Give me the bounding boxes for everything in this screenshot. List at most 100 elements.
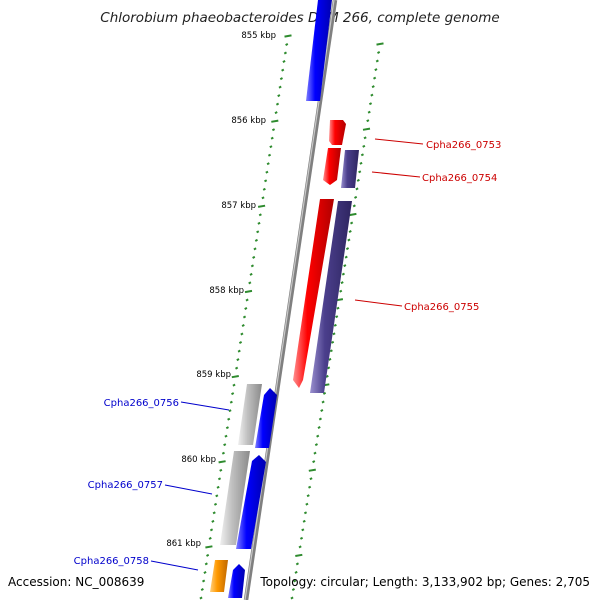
gene-cpha266-0755-red[interactable] [293, 199, 334, 388]
ruler-tick-label: 861 kbp [166, 539, 201, 549]
minor-tick [224, 434, 228, 438]
gene-feature-blue-top[interactable] [306, 0, 332, 101]
minor-tick [291, 588, 295, 591]
minor-tick [335, 315, 339, 319]
minor-tick [318, 417, 322, 421]
gene-cpha266-0757[interactable] [236, 455, 266, 549]
minor-tick [261, 196, 265, 200]
minor-tick [367, 110, 371, 114]
minor-tick [238, 341, 243, 344]
minor-tick [321, 400, 325, 404]
minor-tick [370, 93, 374, 97]
minor-tick [317, 426, 321, 429]
gene-cpha266-0757-feature[interactable] [220, 451, 250, 545]
gene-label-cpha266-0755[interactable]: Cpha266_0755 [404, 302, 479, 313]
minor-tick [277, 94, 281, 98]
minor-tick [248, 281, 252, 285]
topology-label: Topology: circular; Length: 3,133,902 bp… [260, 575, 590, 589]
callout-line-0753 [374, 138, 424, 145]
ruler-tick-label: 860 kbp [181, 455, 216, 465]
minor-tick [258, 213, 262, 217]
minor-tick [316, 434, 320, 438]
minor-tick [235, 366, 239, 370]
minor-tick [250, 264, 254, 268]
genome-backbone [243, 0, 338, 600]
minor-tick [236, 358, 240, 362]
minor-tick [213, 502, 218, 506]
callout-line-0755 [354, 299, 403, 307]
gene-label-cpha266-0757[interactable]: Cpha266_0757 [88, 480, 163, 491]
minor-tick [208, 536, 212, 540]
minor-tick [308, 485, 312, 489]
minor-tick [344, 255, 348, 259]
minor-tick [339, 289, 343, 293]
gene-cpha266-0756-feature[interactable] [238, 384, 262, 445]
gene-label-cpha266-0756[interactable]: Cpha266_0756 [104, 398, 179, 409]
minor-tick [202, 579, 206, 583]
right-dotted-track [290, 42, 384, 600]
minor-tick [249, 272, 253, 276]
minor-tick [301, 528, 305, 532]
minor-tick [355, 187, 359, 191]
minor-tick [282, 60, 286, 63]
minor-tick [281, 68, 285, 72]
gene-cpha266-0758[interactable] [228, 564, 245, 598]
minor-tick [203, 571, 207, 574]
minor-tick [265, 170, 269, 174]
minor-tick [293, 579, 297, 583]
minor-tick [294, 570, 298, 574]
gene-cpha266-0754-cds[interactable] [341, 150, 359, 188]
minor-tick [314, 443, 318, 447]
minor-tick [374, 68, 378, 72]
gene-cpha266-0753[interactable] [329, 120, 346, 145]
gene-cpha266-0758-feature[interactable] [210, 560, 228, 592]
minor-tick [359, 161, 363, 165]
minor-tick [225, 426, 229, 430]
minor-tick [363, 136, 367, 140]
minor-tick [279, 77, 283, 81]
major-tick [284, 34, 292, 38]
major-tick [295, 553, 303, 557]
gene-cpha266-0755-cds[interactable] [310, 201, 352, 393]
ruler-tick-label: 855 kbp [241, 31, 276, 41]
minor-tick [217, 477, 222, 481]
ruler-tick-label: 856 kbp [231, 116, 266, 126]
minor-tick [269, 145, 273, 149]
minor-tick [285, 43, 289, 46]
minor-tick [221, 451, 225, 455]
minor-tick [345, 247, 350, 251]
minor-tick [252, 255, 256, 259]
minor-tick [354, 195, 358, 199]
minor-tick [302, 519, 306, 523]
minor-tick [350, 221, 354, 225]
gene-label-cpha266-0754[interactable]: Cpha266_0754 [422, 173, 497, 184]
minor-tick [332, 332, 336, 336]
major-tick [231, 375, 239, 379]
minor-tick [219, 468, 223, 472]
map-title: Chlorobium phaeobacteroides DSM 266, com… [100, 10, 500, 26]
minor-tick [206, 553, 210, 557]
minor-tick [216, 485, 220, 489]
minor-tick [245, 298, 249, 302]
minor-tick [274, 111, 278, 115]
minor-tick [262, 187, 266, 191]
minor-tick [377, 51, 381, 54]
gene-cpha266-0754-red[interactable] [323, 148, 341, 185]
gene-cpha266-0756[interactable] [255, 388, 277, 448]
minor-tick [362, 144, 366, 148]
gene-label-cpha266-0758[interactable]: Cpha266_0758 [74, 556, 149, 567]
minor-tick [371, 85, 375, 89]
minor-tick [329, 349, 333, 353]
minor-tick [267, 153, 272, 157]
major-tick [376, 42, 384, 46]
minor-tick [271, 128, 276, 132]
minor-tick [215, 494, 219, 498]
minor-tick [212, 511, 216, 515]
minor-tick [348, 230, 352, 233]
minor-tick [341, 272, 345, 276]
minor-tick [253, 247, 257, 251]
gene-label-cpha266-0753[interactable]: Cpha266_0753 [426, 140, 501, 151]
minor-tick [295, 562, 299, 566]
minor-tick [257, 221, 261, 225]
